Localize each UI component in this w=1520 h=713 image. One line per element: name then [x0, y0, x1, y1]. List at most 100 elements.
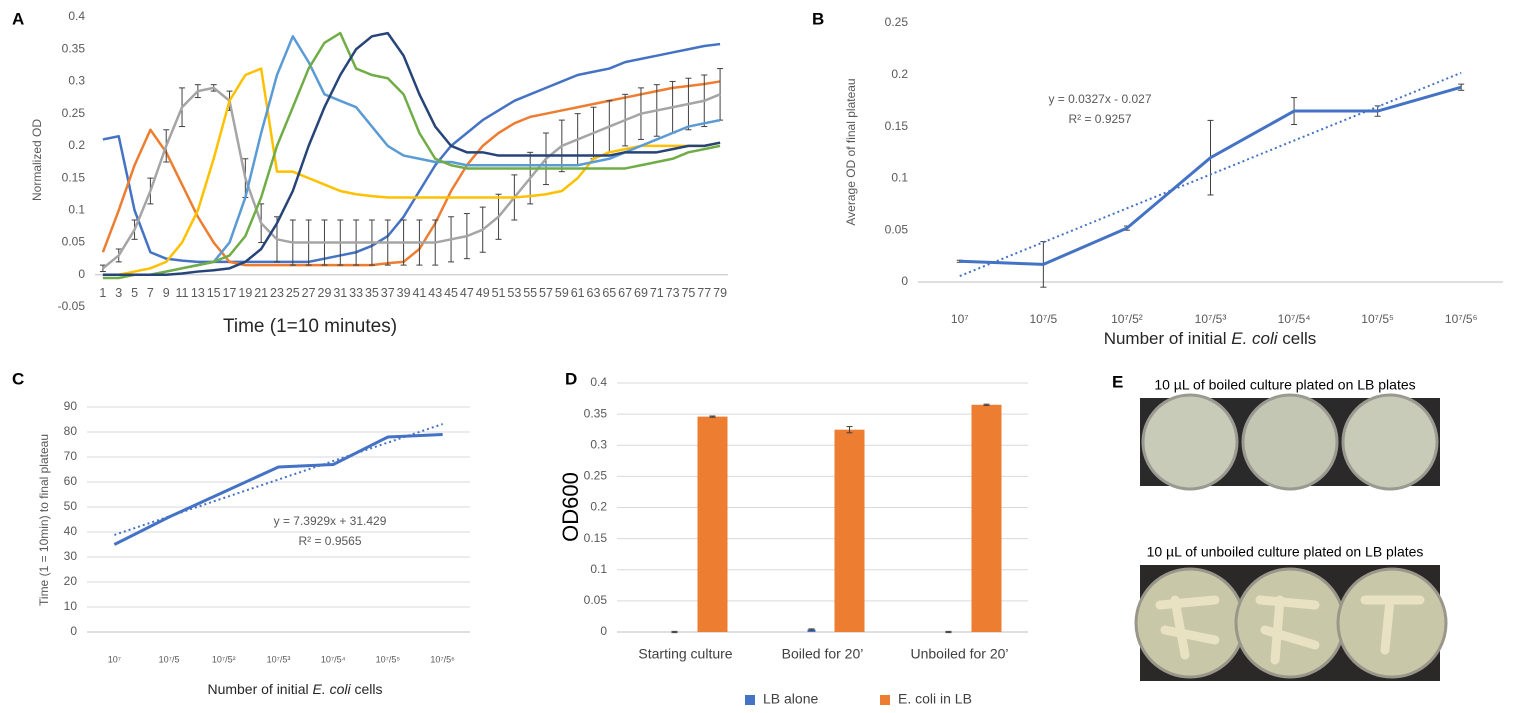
x-tick-label: 45 [444, 286, 458, 300]
y-tick-label: 30 [64, 549, 78, 563]
y-tick-label: 40 [64, 524, 78, 538]
x-tick-label: 63 [587, 286, 601, 300]
y-tick-label: 0.25 [885, 15, 909, 29]
y-axis-title: Normalized OD [30, 119, 44, 201]
y-tick-label: 0.2 [68, 138, 85, 152]
y-tick-label: 0.05 [584, 593, 608, 607]
trendline-equation: y = 0.0327x - 0.027 [1048, 92, 1151, 106]
photo-unboiled [1136, 565, 1446, 681]
y-tick-label: 0.1 [68, 203, 85, 217]
x-tick-label: 69 [634, 286, 648, 300]
y-tick-label: 60 [64, 474, 78, 488]
x-tick-label: 77 [697, 286, 711, 300]
trendline-r2: R² = 0.9257 [1068, 112, 1131, 126]
legend-label: LB alone [763, 691, 818, 707]
y-axis-title: Average OD of final plateau [844, 78, 858, 225]
x-tick-label: 23 [270, 286, 284, 300]
x-tick-label: 79 [713, 286, 727, 300]
x-tick-label: 47 [460, 286, 474, 300]
x-axis-title: Number of initial E. coli cells [1104, 329, 1317, 348]
x-tick-label: 37 [381, 286, 395, 300]
x-tick-label: 10⁷ [951, 312, 969, 326]
y-tick-label: 0 [901, 274, 908, 288]
x-tick-label: 15 [207, 286, 221, 300]
x-axis-title-part: Number of initial [1104, 329, 1232, 348]
x-tick-label: 33 [349, 286, 363, 300]
y-tick-label: 0.2 [590, 500, 607, 514]
y-tick-label: 0.4 [68, 9, 85, 23]
x-tick-label: 11 [176, 286, 189, 300]
y-tick-label: 80 [64, 424, 78, 438]
y-tick-label: 0.1 [891, 171, 908, 185]
x-tick-label: 73 [666, 286, 680, 300]
series-line [103, 33, 720, 275]
x-tick-label: 59 [555, 286, 569, 300]
x-tick-label: 65 [602, 286, 616, 300]
x-tick-label: 53 [507, 286, 521, 300]
legend-swatch [880, 695, 890, 705]
y-axis-title: Time (1 = 10min) to final plateau [37, 434, 51, 606]
x-tick-label: 21 [254, 286, 268, 300]
legend-swatch [745, 695, 755, 705]
x-tick-label: 10⁷/5³ [1195, 312, 1227, 326]
x-axis-title-part: cells [1278, 329, 1317, 348]
x-tick-label: 29 [318, 286, 332, 300]
x-tick-label: Boiled for 20’ [782, 646, 864, 662]
y-tick-label: 0 [600, 624, 607, 638]
y-tick-label: 20 [64, 574, 78, 588]
y-tick-label: 70 [64, 449, 78, 463]
x-tick-label: 71 [650, 286, 664, 300]
x-tick-label: Unboiled for 20’ [910, 646, 1008, 662]
series-line [103, 33, 720, 278]
series-line [103, 81, 720, 265]
x-tick-label: Starting culture [638, 646, 732, 662]
x-tick-label: 9 [163, 286, 170, 300]
x-tick-label: 43 [428, 286, 442, 300]
panel-label: C [12, 369, 24, 388]
y-tick-label: -0.05 [58, 299, 86, 313]
y-tick-label: 0 [78, 267, 85, 281]
y-tick-label: 0.15 [62, 170, 86, 184]
x-tick-label: 1 [99, 286, 106, 300]
y-tick-label: 0.25 [62, 106, 86, 120]
x-tick-label: 10⁷/5⁵ [1361, 312, 1394, 326]
x-axis-title: Number of initial E. coli cells [207, 681, 382, 697]
x-tick-label: 10⁷/5² [212, 654, 236, 664]
x-tick-label: 10⁷/5 [1030, 312, 1058, 326]
x-axis-title-part: cells [351, 681, 383, 697]
y-tick-label: 0.15 [584, 531, 608, 545]
x-tick-label: 10⁷/5⁶ [430, 654, 455, 664]
y-tick-label: 0.35 [584, 406, 608, 420]
y-tick-label: 0.05 [62, 235, 86, 249]
y-tick-label: 0.15 [885, 119, 909, 133]
y-tick-label: 0.25 [584, 469, 608, 483]
y-tick-label: 90 [64, 399, 78, 413]
series-line [103, 69, 720, 275]
x-tick-label: 5 [131, 286, 138, 300]
x-tick-label: 61 [571, 286, 585, 300]
y-tick-label: 0.1 [590, 562, 607, 576]
x-tick-label: 57 [539, 286, 553, 300]
y-tick-label: 0.35 [62, 41, 86, 55]
panel-label: D [565, 369, 577, 388]
y-tick-label: 0.4 [590, 375, 607, 389]
x-tick-label: 10⁷ [108, 654, 121, 664]
x-tick-label: 55 [523, 286, 537, 300]
panel-label: E [1112, 372, 1123, 391]
y-tick-label: 0.2 [891, 67, 908, 81]
x-tick-label: 10⁷/5⁴ [321, 654, 346, 664]
x-tick-label: 7 [147, 286, 154, 300]
y-tick-label: 0.3 [590, 437, 607, 451]
page: E 10 µL of boiled culture plated on LB p… [0, 0, 1520, 713]
y-tick-label: 50 [64, 499, 78, 513]
x-tick-label: 10⁷/5 [159, 654, 180, 664]
trendline [960, 73, 1461, 276]
y-tick-label: 0.05 [885, 222, 909, 236]
x-tick-label: 49 [476, 286, 490, 300]
x-tick-label: 41 [412, 286, 426, 300]
photo-caption: 10 µL of unboiled culture plated on LB p… [1147, 544, 1424, 560]
x-axis-title-part: E. coli [313, 681, 352, 697]
trendline-r2: R² = 0.9565 [298, 534, 361, 548]
x-tick-label: 10⁷/5⁴ [1278, 312, 1311, 326]
x-tick-label: 75 [681, 286, 695, 300]
